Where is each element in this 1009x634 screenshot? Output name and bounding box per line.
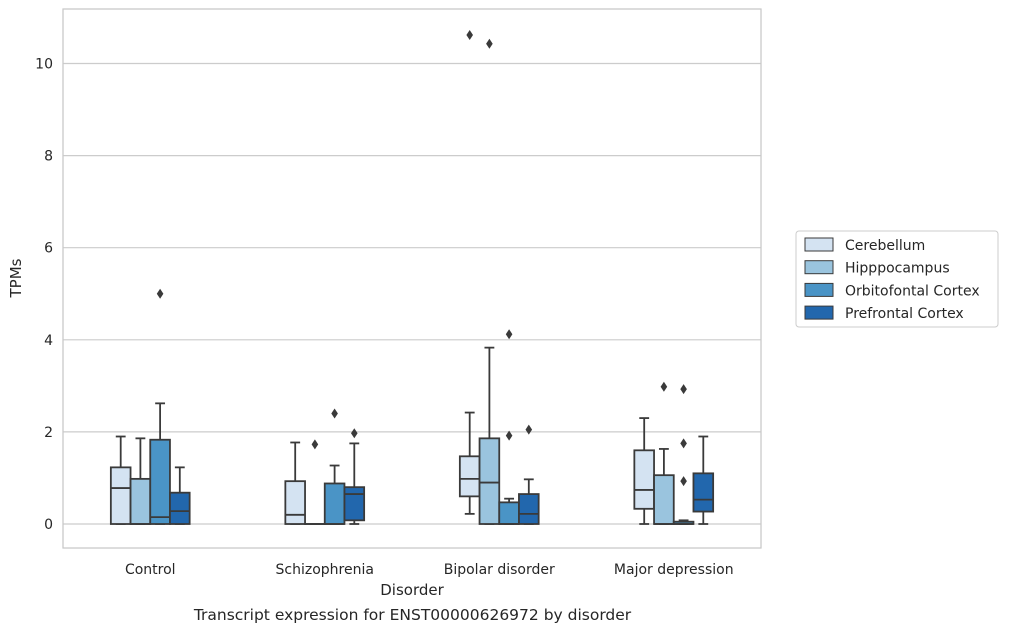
outlier-point bbox=[505, 430, 513, 441]
box-prefrontal-cortex bbox=[518, 424, 540, 525]
figure-caption: Transcript expression for ENST0000062697… bbox=[193, 606, 632, 624]
outlier-point bbox=[311, 439, 319, 450]
box-hipppocampus bbox=[304, 439, 326, 525]
box-orbitofontal-cortex bbox=[672, 384, 695, 525]
outlier-point bbox=[525, 424, 533, 435]
box-iqr bbox=[149, 438, 171, 525]
y-axis-label: TPMs bbox=[7, 258, 25, 298]
y-tick-labels: 0 2 4 6 8 10 bbox=[35, 57, 53, 534]
legend-swatch bbox=[804, 305, 834, 320]
y-tick-label: 0 bbox=[44, 517, 53, 533]
box-prefrontal-cortex bbox=[692, 435, 715, 525]
box-iqr bbox=[518, 493, 540, 525]
outlier-point bbox=[486, 38, 493, 49]
x-tick-label: Major depression bbox=[614, 562, 734, 578]
box-iqr bbox=[633, 449, 655, 510]
box-orbitofontal-cortex bbox=[149, 288, 171, 525]
x-tick-label: Schizophrenia bbox=[276, 562, 374, 578]
x-tick-labels: Control Schizophrenia Bipolar disorder Majo… bbox=[125, 562, 734, 578]
box-iqr bbox=[653, 474, 675, 525]
outlier-point bbox=[680, 476, 687, 487]
x-tick-label: Control bbox=[125, 562, 176, 578]
outlier-point bbox=[505, 329, 513, 340]
y-tick-label: 2 bbox=[44, 425, 53, 441]
box-cerebellum bbox=[458, 29, 481, 515]
plot-frame bbox=[62, 8, 762, 549]
legend-swatch bbox=[804, 282, 834, 297]
x-tick-label: Bipolar disorder bbox=[444, 562, 555, 578]
y-tick-label: 6 bbox=[44, 241, 53, 257]
box-hipppocampus bbox=[129, 437, 152, 525]
outlier-point bbox=[351, 428, 358, 439]
legend-swatch bbox=[804, 237, 834, 252]
box-hipppocampus bbox=[653, 381, 675, 525]
box-iqr bbox=[458, 455, 481, 498]
outlier-point bbox=[156, 288, 164, 299]
box-prefrontal-cortex bbox=[169, 466, 191, 525]
legend-label: Cerebellum bbox=[845, 238, 925, 254]
y-tick-label: 8 bbox=[44, 149, 53, 165]
boxes bbox=[109, 29, 715, 525]
legend-label: Prefrontal Cortex bbox=[845, 306, 964, 322]
box-hipppocampus bbox=[478, 38, 501, 525]
legend-label: Hipppocampus bbox=[845, 261, 950, 277]
legend-label: Orbitofontal Cortex bbox=[845, 283, 980, 299]
box-iqr bbox=[478, 437, 501, 525]
box-orbitofontal-cortex bbox=[498, 329, 520, 525]
box-cerebellum bbox=[633, 417, 655, 525]
box-iqr bbox=[129, 477, 152, 525]
x-axis-label: Disorder bbox=[380, 581, 444, 599]
box-prefrontal-cortex bbox=[343, 428, 366, 525]
box-iqr bbox=[498, 501, 520, 525]
outlier-point bbox=[660, 381, 668, 392]
box-iqr bbox=[169, 491, 191, 525]
box-iqr bbox=[692, 472, 715, 513]
outlier-point bbox=[466, 29, 473, 40]
legend-frame bbox=[795, 230, 999, 328]
legend-swatch bbox=[804, 260, 834, 275]
outlier-point bbox=[680, 384, 687, 395]
box-iqr bbox=[323, 482, 346, 525]
box-cerebellum bbox=[284, 441, 306, 525]
outlier-point bbox=[331, 408, 338, 419]
y-tick-label: 4 bbox=[44, 333, 53, 349]
box-cerebellum bbox=[109, 435, 132, 525]
box-iqr bbox=[284, 480, 306, 525]
outlier-point bbox=[680, 438, 687, 449]
legend: Cerebellum Hipppocampus Orbitofontal Corte… bbox=[795, 230, 999, 328]
box-iqr bbox=[109, 466, 132, 525]
box-orbitofontal-cortex bbox=[323, 408, 346, 525]
box-iqr bbox=[343, 486, 366, 522]
y-tick-label: 10 bbox=[35, 57, 53, 73]
